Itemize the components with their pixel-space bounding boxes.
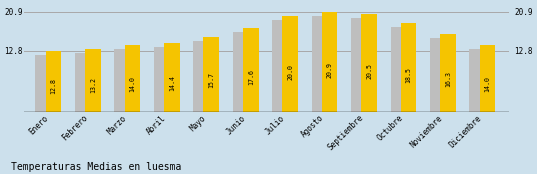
Text: Temperaturas Medias en luesma: Temperaturas Medias en luesma bbox=[11, 162, 181, 172]
Bar bbox=[233, 32, 254, 112]
Bar bbox=[75, 53, 96, 112]
Bar bbox=[390, 27, 412, 112]
Text: 13.2: 13.2 bbox=[90, 77, 96, 93]
Bar bbox=[311, 16, 333, 112]
Bar bbox=[401, 23, 416, 112]
Bar bbox=[361, 14, 377, 112]
Text: 14.4: 14.4 bbox=[169, 75, 175, 91]
Text: 20.5: 20.5 bbox=[366, 63, 372, 79]
Bar bbox=[125, 45, 140, 112]
Bar bbox=[351, 18, 372, 112]
Bar bbox=[469, 49, 491, 112]
Text: 17.6: 17.6 bbox=[248, 69, 253, 85]
Text: 14.0: 14.0 bbox=[129, 76, 135, 92]
Bar bbox=[46, 51, 61, 112]
Bar bbox=[204, 37, 219, 112]
Bar bbox=[35, 55, 57, 112]
Bar bbox=[480, 45, 495, 112]
Bar bbox=[243, 28, 258, 112]
Text: 20.9: 20.9 bbox=[326, 62, 332, 78]
Bar bbox=[430, 38, 451, 112]
Bar bbox=[114, 49, 136, 112]
Bar bbox=[154, 47, 175, 112]
Bar bbox=[85, 49, 100, 112]
Text: 14.0: 14.0 bbox=[484, 76, 490, 92]
Text: 15.7: 15.7 bbox=[208, 72, 214, 88]
Bar bbox=[164, 43, 179, 112]
Bar bbox=[440, 34, 456, 112]
Bar bbox=[282, 16, 298, 112]
Text: 18.5: 18.5 bbox=[405, 67, 411, 83]
Text: 16.3: 16.3 bbox=[445, 71, 451, 87]
Text: 12.8: 12.8 bbox=[50, 78, 56, 94]
Bar bbox=[272, 20, 293, 112]
Bar bbox=[322, 12, 337, 112]
Text: 20.0: 20.0 bbox=[287, 64, 293, 80]
Bar bbox=[193, 41, 214, 112]
